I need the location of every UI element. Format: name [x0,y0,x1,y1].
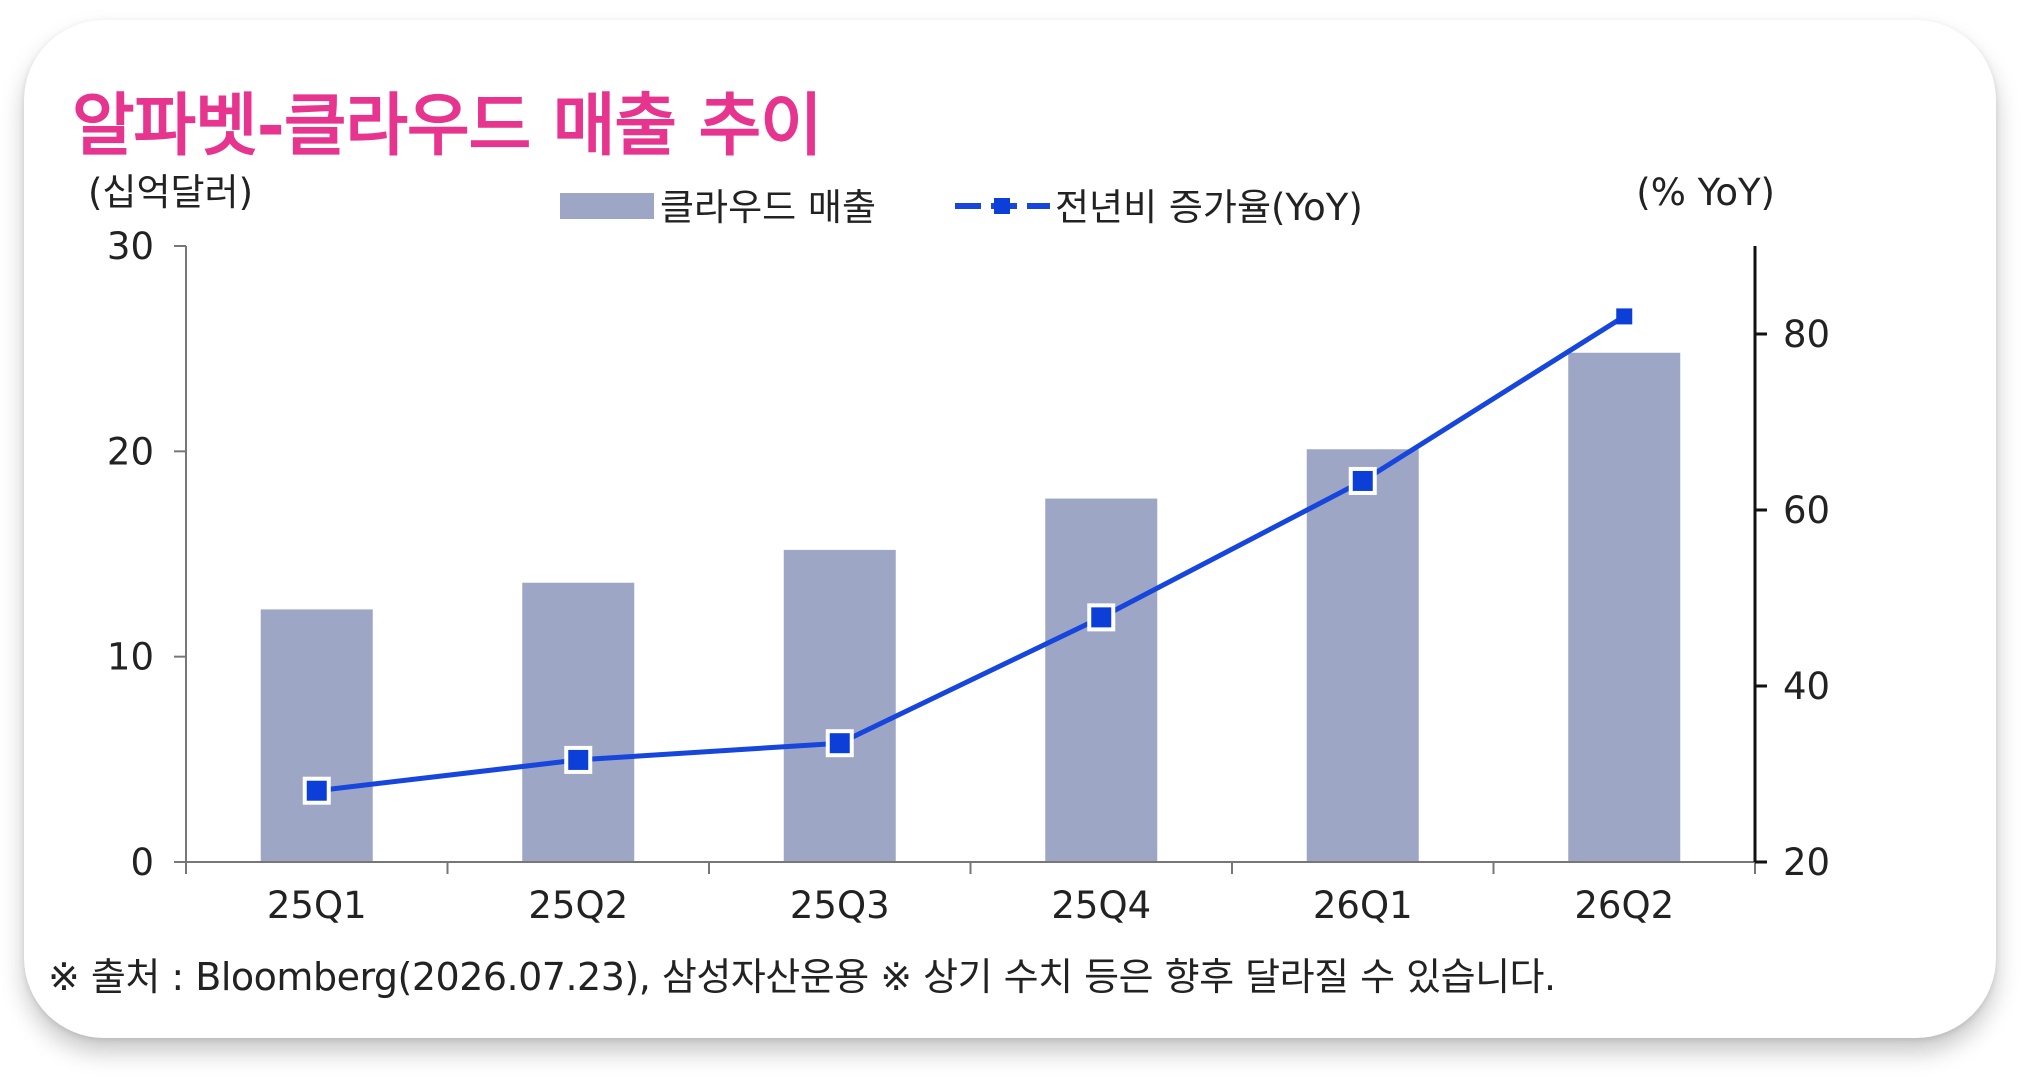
bar-26q2 [1568,352,1681,862]
yoy-marker-25q2 [564,745,593,774]
yoy-marker-25q1 [302,776,331,805]
axes-group: 0 10 20 30 25Q1 25Q2 25Q3 25Q4 26Q1 26Q2 20 40 60 80 [107,225,1830,927]
x-tick-label: 25Q2 [528,884,628,927]
legend-bar-swatch [560,193,654,219]
yoy-line-group [302,308,1633,805]
bar-25q2 [522,582,635,862]
left-tick-label: 0 [130,841,154,884]
x-tick-label: 25Q4 [1051,884,1151,927]
left-axis-unit: (십억달러) [88,171,253,214]
chart: (십억달러) (% YoY) 클라우드 매출 전년비 증가율(YoY) 0 10 2… [88,171,1830,927]
x-tick-label: 25Q1 [267,884,367,927]
legend: 클라우드 매출 전년비 증가율(YoY) [560,186,1363,229]
bar-25q4 [1045,498,1158,862]
yoy-marker-26q2 [1616,308,1633,325]
bars-group [260,352,1681,862]
source-note: ※ 출처 : Bloomberg(2026.07.23), 삼성자산운용 ※ 상… [48,955,1556,999]
bar-26q1 [1306,449,1419,862]
right-axis-unit: (% YoY) [1636,171,1775,214]
legend-line-marker [994,198,1010,214]
yoy-marker-25q3 [825,729,854,758]
right-tick-label: 40 [1783,665,1830,708]
right-tick-label: 80 [1783,313,1830,356]
yoy-line [316,314,1626,794]
left-tick-label: 20 [107,430,154,473]
yoy-marker-26q1 [1348,466,1377,495]
x-tick-label: 26Q1 [1313,884,1413,927]
x-tick-label: 25Q3 [790,884,890,927]
bar-25q1 [260,609,373,862]
left-tick-label: 30 [107,225,154,268]
bar-25q3 [783,549,896,862]
right-tick-label: 20 [1783,841,1830,884]
legend-line-label: 전년비 증가율(YoY) [1055,186,1363,229]
left-tick-label: 10 [107,636,154,679]
legend-bar-label: 클라우드 매출 [660,186,876,229]
right-tick-label: 60 [1783,489,1830,532]
yoy-marker-25q4 [1087,603,1116,632]
x-tick-label: 26Q2 [1574,884,1674,927]
chart-title: 알파벳-클라우드 매출 추이 [72,87,823,166]
